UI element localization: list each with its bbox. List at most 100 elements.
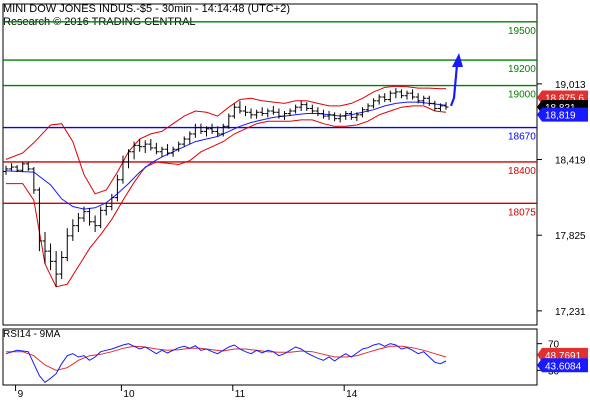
ohlc-bar	[259, 107, 265, 117]
ohlc-bar	[309, 104, 315, 114]
ohlc-bar	[148, 139, 154, 151]
ohlc-bar	[254, 109, 260, 119]
ohlc-bar	[131, 141, 137, 160]
ohlc-bar	[371, 98, 377, 109]
x-axis-label: 9	[18, 389, 24, 400]
ohlc-bar	[142, 140, 148, 154]
level-label-18670: 18670	[508, 132, 536, 143]
ohlc-bar	[20, 161, 26, 173]
ohlc-bar	[31, 167, 37, 194]
chart-title: MINI DOW JONES INDUS.-$5 - 30min - 14:14…	[3, 3, 290, 15]
price-axis-label: 17,231	[555, 307, 586, 318]
price-tag	[537, 107, 588, 122]
ohlc-bar	[265, 108, 271, 118]
ohlc-bar	[415, 93, 421, 104]
ohlc-bar	[176, 141, 182, 152]
x-axis-label: 14	[346, 389, 358, 400]
ohlc-bar	[315, 107, 321, 117]
level-label-19500: 19500	[508, 26, 536, 37]
ohlc-bar	[42, 232, 48, 264]
x-axis-label: 10	[123, 389, 135, 400]
price-panel-frame	[2, 3, 538, 326]
ohlc-bar	[153, 142, 159, 155]
price-axis-label: 17,825	[555, 231, 586, 242]
ohlc-bar	[382, 93, 388, 103]
ohlc-bar	[92, 215, 98, 233]
ohlc-bar	[53, 251, 59, 287]
ohlc-bar	[215, 126, 221, 137]
ohlc-bar	[365, 103, 371, 113]
ohlc-bar	[276, 108, 282, 119]
ohlc-bar	[231, 103, 237, 119]
ohlc-bar	[137, 139, 143, 152]
ohlc-bar	[220, 123, 226, 137]
ohlc-bar	[437, 103, 443, 111]
moving-average-line	[5, 101, 447, 210]
ohlc-bar	[36, 187, 42, 252]
ohlc-bar	[248, 108, 254, 119]
ohlc-bar	[287, 108, 293, 117]
rsi-panel-label: RSI14 - 9MA	[3, 329, 61, 340]
ohlc-bar	[432, 100, 438, 111]
price-tag-label: 18,875.6	[545, 93, 584, 104]
ohlc-bar	[387, 90, 393, 103]
rsi-tag	[537, 358, 588, 373]
ohlc-bar	[114, 174, 120, 202]
ohlc-bar	[326, 111, 332, 120]
ohlc-bar	[376, 94, 382, 105]
rsi-tag-label: 43.6084	[545, 361, 582, 372]
ohlc-bar	[59, 251, 65, 280]
ohlc-bar	[410, 89, 416, 100]
level-label-18075: 18075	[508, 207, 536, 218]
ohlc-bar	[192, 123, 198, 138]
ohlc-bar	[165, 144, 171, 156]
ohlc-bar	[426, 95, 432, 106]
level-label-18400: 18400	[508, 166, 536, 177]
ohlc-bar	[398, 89, 404, 99]
level-label-19200: 19200	[508, 64, 536, 75]
bollinger-upper-line	[5, 85, 447, 195]
ohlc-bar	[120, 155, 126, 184]
price-tag-label: 18,819	[545, 111, 576, 122]
ohlc-bar	[87, 207, 93, 226]
ohlc-bar	[359, 107, 365, 118]
ohlc-bar	[393, 88, 399, 99]
ohlc-bar	[298, 100, 304, 111]
x-axis-label: 11	[235, 389, 246, 400]
rsi-tag-label: 48.7691	[545, 351, 582, 362]
ohlc-bar	[354, 112, 360, 122]
bollinger-lower-line	[6, 105, 447, 288]
ohlc-bar	[404, 90, 410, 100]
ohlc-bar	[64, 228, 70, 262]
ohlc-bar	[304, 102, 310, 111]
price-axis-label: 18,419	[555, 156, 586, 167]
ohlc-bar	[270, 105, 276, 115]
ohlc-bar	[103, 202, 109, 216]
ohlc-bar	[159, 146, 165, 157]
ohlc-bar	[332, 112, 338, 122]
level-label-19000: 19000	[508, 90, 536, 101]
ohlc-bar	[126, 149, 132, 169]
ohlc-bar	[198, 123, 204, 134]
forecast-arrow-shaft	[449, 64, 459, 107]
ohlc-bar	[9, 163, 15, 171]
x-axis: 9 10 11 14	[15, 385, 358, 400]
ohlc-bar	[320, 109, 326, 119]
ohlc-bar	[293, 104, 299, 114]
ohlc-bar	[204, 126, 210, 137]
ohlc-bar	[98, 206, 104, 229]
ohlc-bar	[14, 165, 20, 173]
ohlc-bar	[3, 165, 9, 175]
price-panel: 19500 19200 19000 18670 18400 18075 19,013 18,4…	[2, 3, 588, 326]
ohlc-bar	[443, 102, 449, 110]
rsi-axis-label: 70	[548, 340, 560, 351]
ohlc-bar	[237, 100, 243, 114]
ohlc-bar	[75, 212, 81, 233]
ohlc-bar	[343, 111, 349, 120]
ohlc-bar	[421, 95, 427, 105]
ohlc-bar	[25, 161, 31, 171]
ohlc-bar	[70, 219, 76, 241]
rsi-line	[5, 343, 447, 383]
ohlc-bar	[348, 111, 354, 120]
